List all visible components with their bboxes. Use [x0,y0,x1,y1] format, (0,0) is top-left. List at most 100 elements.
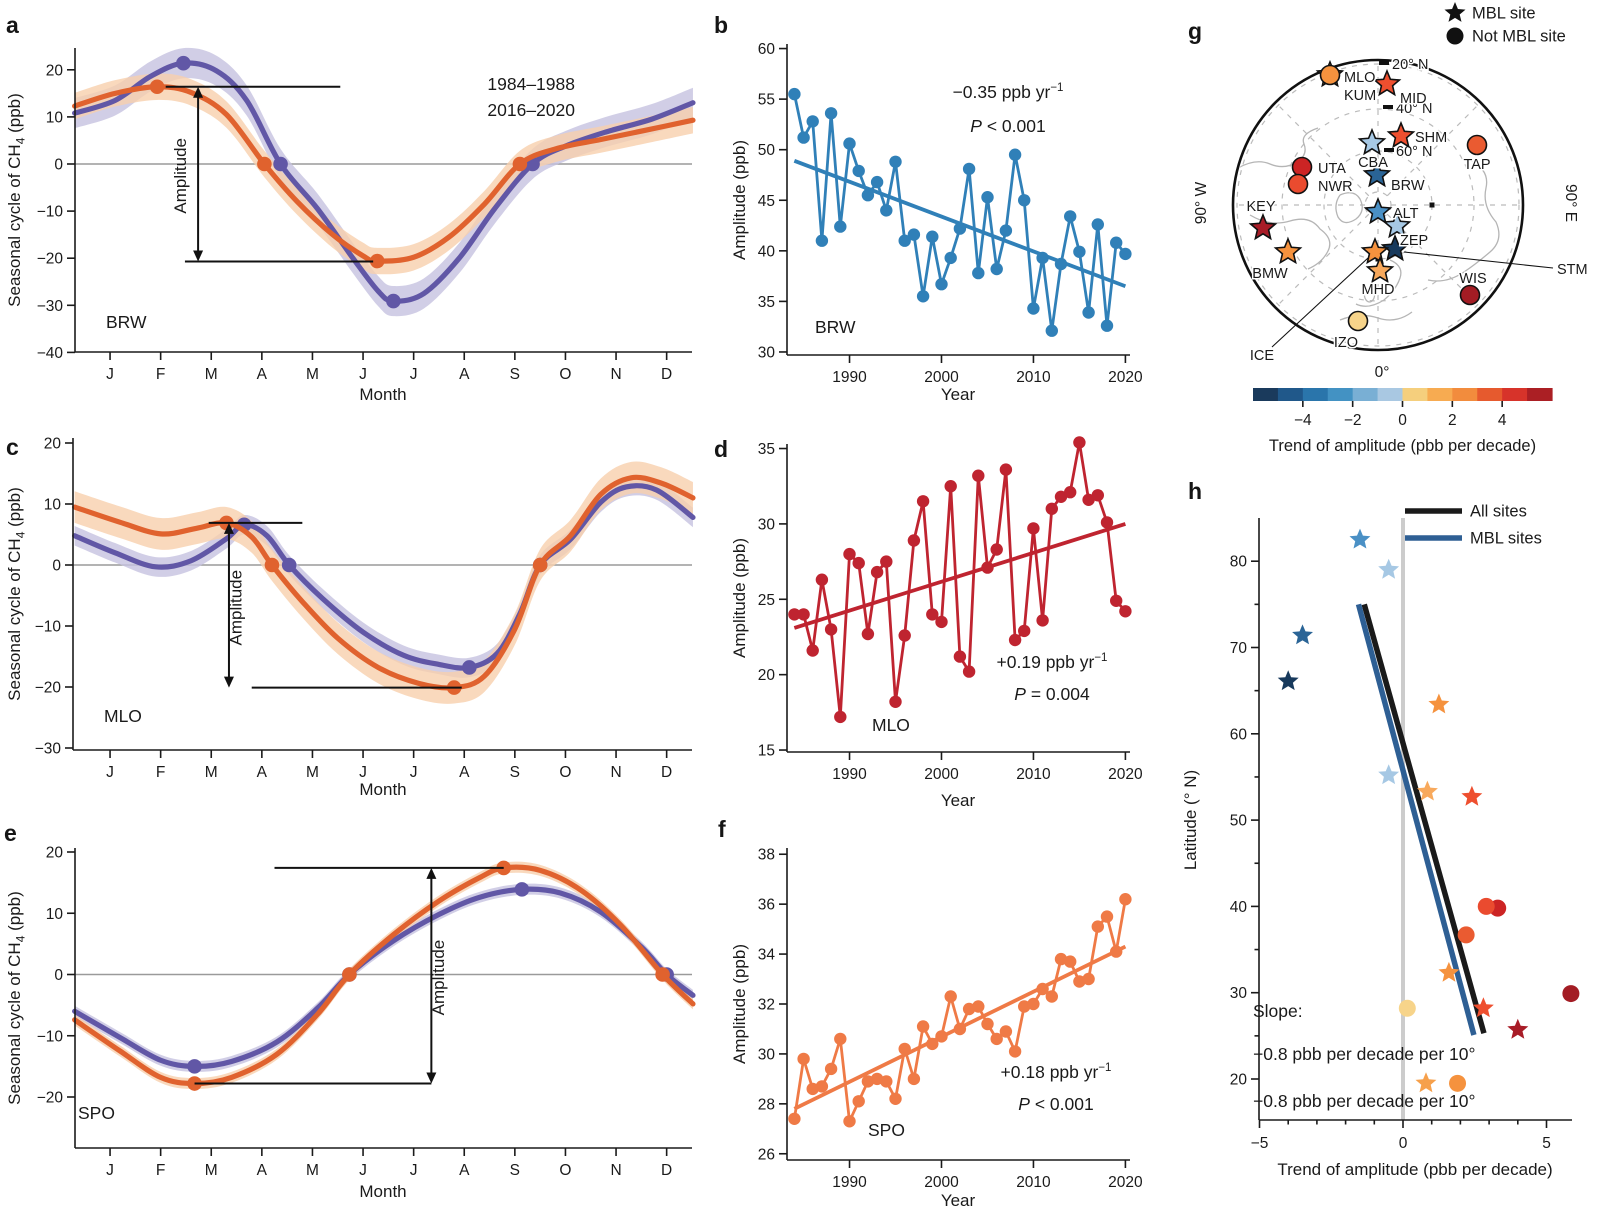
scatter-point-SHM [1461,785,1483,806]
site-label: BRW [106,312,147,332]
data-point [926,1037,939,1051]
data-point [972,469,985,482]
x-tick-label: 2020 [1108,1174,1143,1191]
site-label-MID: MID [1400,91,1427,107]
y-tick-label: 36 [758,897,775,914]
y-tick-label: 25 [758,592,775,609]
data-point [1091,489,1105,502]
data-point [907,534,921,547]
x-axis-title: Year [941,385,976,404]
y-tick-label: 26 [758,1146,775,1163]
site-label-SHM: SHM [1415,130,1447,146]
data-point [1100,319,1114,332]
data-line [794,441,1127,719]
site-label: SPO [78,1103,115,1123]
data-point [953,222,967,235]
panel-letter-a: a [6,12,19,38]
data-point [861,627,875,641]
data-point [907,228,921,241]
scatter-point-MHD [1416,780,1438,801]
data-point [990,262,1003,276]
data-point [1110,594,1123,607]
data-point [1045,502,1059,515]
site-label: SPO [868,1120,905,1140]
site-label-IZO: IZO [1334,335,1358,351]
panel-f-amplitude-spo: 26 28 30 32 34 36 38 1990 2000 2010 2020 Year Amplit… [730,847,1143,1210]
arrow-head-down-icon [223,676,234,688]
data-point [898,1042,911,1056]
site-marker-BRW [1362,159,1392,188]
data-point [1082,306,1095,319]
site-marker-MHD [1365,255,1395,284]
data-point [1036,251,1049,265]
colorbar-segment [1402,388,1429,401]
site-marker-CBA [1357,127,1387,156]
site-label-ICE: ICE [1250,348,1275,364]
coastline [1249,214,1331,270]
y-tick-label: 50 [758,142,776,159]
data-point [852,556,865,570]
site-label-MLO: MLO [1344,70,1375,86]
x-axis-title: Year [941,1191,976,1210]
y-tick-label: 30 [758,516,776,533]
data-point [824,623,838,636]
month-label: N [610,1162,621,1179]
x-axis-title: Month [359,385,406,404]
data-point [1064,210,1077,223]
series-marker [149,79,165,95]
data-point [806,115,819,128]
y-tick-label: 10 [46,109,64,126]
data-point [852,1095,865,1108]
month-label: A [257,1162,268,1179]
colorbar-segment [1352,388,1379,401]
colorbar-tick-label: 4 [1498,412,1507,429]
coastline [1355,259,1402,307]
month-label: S [510,1162,520,1179]
x-tick-label: 2000 [924,369,959,386]
month-label: O [559,1162,571,1179]
y-tick-label: 20 [46,62,64,79]
x-tick-label: 1990 [832,369,867,386]
data-point [815,573,829,586]
month-label: J [410,1162,418,1179]
scatter-point-NWR [1477,897,1495,915]
data-point [843,1115,856,1128]
x-tick-label: 2000 [924,766,959,783]
month-label: J [359,1162,367,1179]
arrow-head-up-icon [426,867,437,879]
panel-c-seasonal-mlo: Amplitude 20 10 0 −10 −20 −30 J F M A M J J A S O N D Month… [5,436,696,799]
data-point [797,608,810,621]
data-point [852,164,865,178]
data-point [1008,1045,1022,1058]
coastline [1427,159,1500,282]
month-label: F [156,366,165,383]
site-label-MHD: MHD [1361,282,1394,298]
data-point [1008,148,1022,161]
y-tick-label: −10 [37,204,64,221]
x-axis-title: Trend of amplitude (pbb per decade) [1277,1160,1552,1179]
panel-a-seasonal-brw: Amplitude 20 10 0 −10 −20 −30 −40 J F M A M J J A S O N D Mo… [5,47,696,404]
data-point [1119,605,1132,618]
site-label: MLO [104,706,142,726]
data-point [843,547,856,561]
y-tick-label: 40 [1230,899,1248,916]
scatter-point-CBA [1378,764,1400,785]
colorbar-segment [1502,388,1528,401]
y-tick-label: 10 [44,497,62,514]
trend-annotation: +0.18 ppb yr−1 [1001,1062,1112,1082]
series-marker [496,860,512,876]
fit-line-0 [1361,603,1487,1035]
data-point [935,615,948,629]
month-label: J [410,366,418,383]
data-line [793,898,1127,1123]
data-point [898,234,911,247]
site-label-STM: STM [1557,262,1588,278]
p-value: P < 0.001 [970,116,1045,136]
scatter-point-TAP [1457,926,1475,944]
panel-letter-g: g [1188,18,1203,44]
panel-letter-f: f [718,816,726,842]
x-tick-label: 0 [1399,1135,1408,1152]
month-label: S [510,764,520,781]
site-marker-IZO [1347,310,1369,332]
